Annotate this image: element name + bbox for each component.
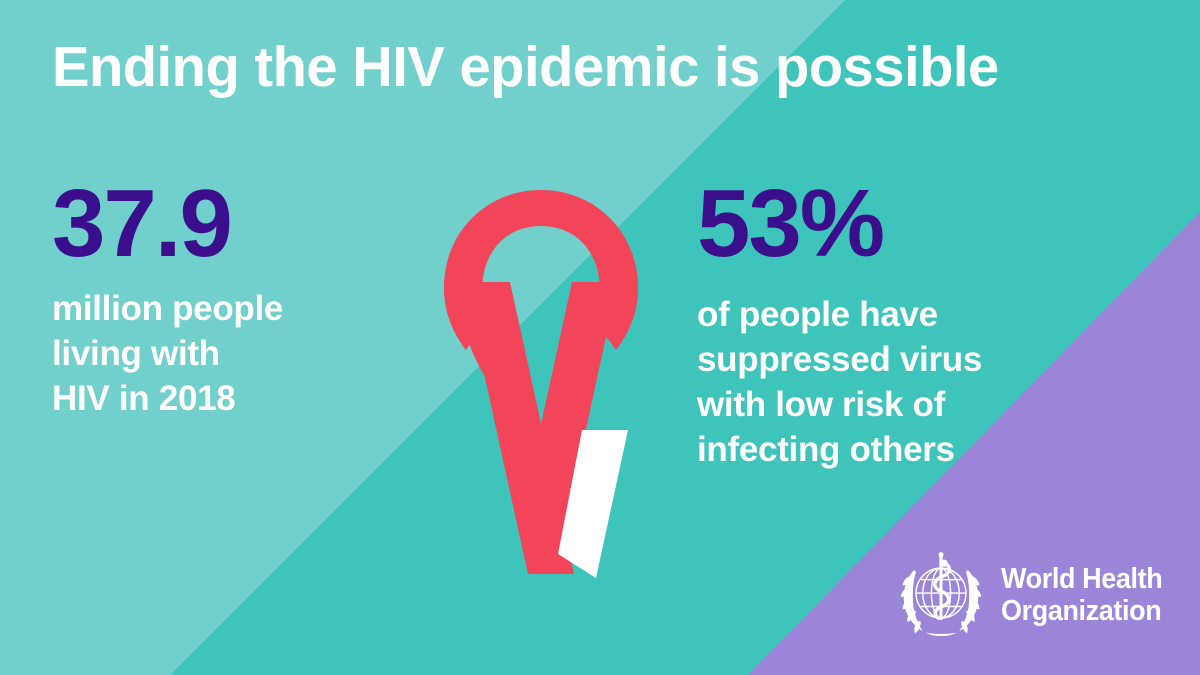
stat-caption-right-line-2: suppressed virus — [697, 339, 983, 379]
stat-caption-right-line-3: with low risk of — [697, 384, 945, 424]
page-title: Ending the HIV epidemic is possible — [52, 35, 999, 99]
who-emblem-icon — [893, 547, 989, 643]
who-wordmark-line-1: World Health — [1001, 562, 1163, 595]
stat-caption-left-line-3: HIV in 2018 — [52, 378, 236, 418]
stat-block-people-living-with-hiv: 37.9 million people living with HIV in 2… — [52, 170, 412, 422]
stat-caption-right-line-4: infecting others — [697, 429, 955, 469]
stat-caption-left-line-2: living with — [52, 333, 220, 373]
stat-caption-left: million people living with HIV in 2018 — [52, 287, 412, 421]
who-wordmark-line-2: Organization — [1001, 595, 1162, 627]
stat-block-viral-suppression: 53% of people have suppressed virus with… — [697, 170, 1117, 472]
aids-ribbon-icon — [396, 182, 686, 582]
stat-number-37-9: 37.9 — [52, 170, 233, 277]
stat-caption-right: of people have suppressed virus with low… — [697, 293, 1117, 472]
stat-number-53-percent: 53% — [697, 170, 885, 277]
who-logo: World Health Organization — [893, 547, 1175, 643]
stat-caption-right-line-1: of people have — [697, 295, 938, 335]
stat-caption-left-line-1: million people — [52, 289, 284, 329]
who-wordmark: World Health Organization — [1001, 562, 1163, 628]
